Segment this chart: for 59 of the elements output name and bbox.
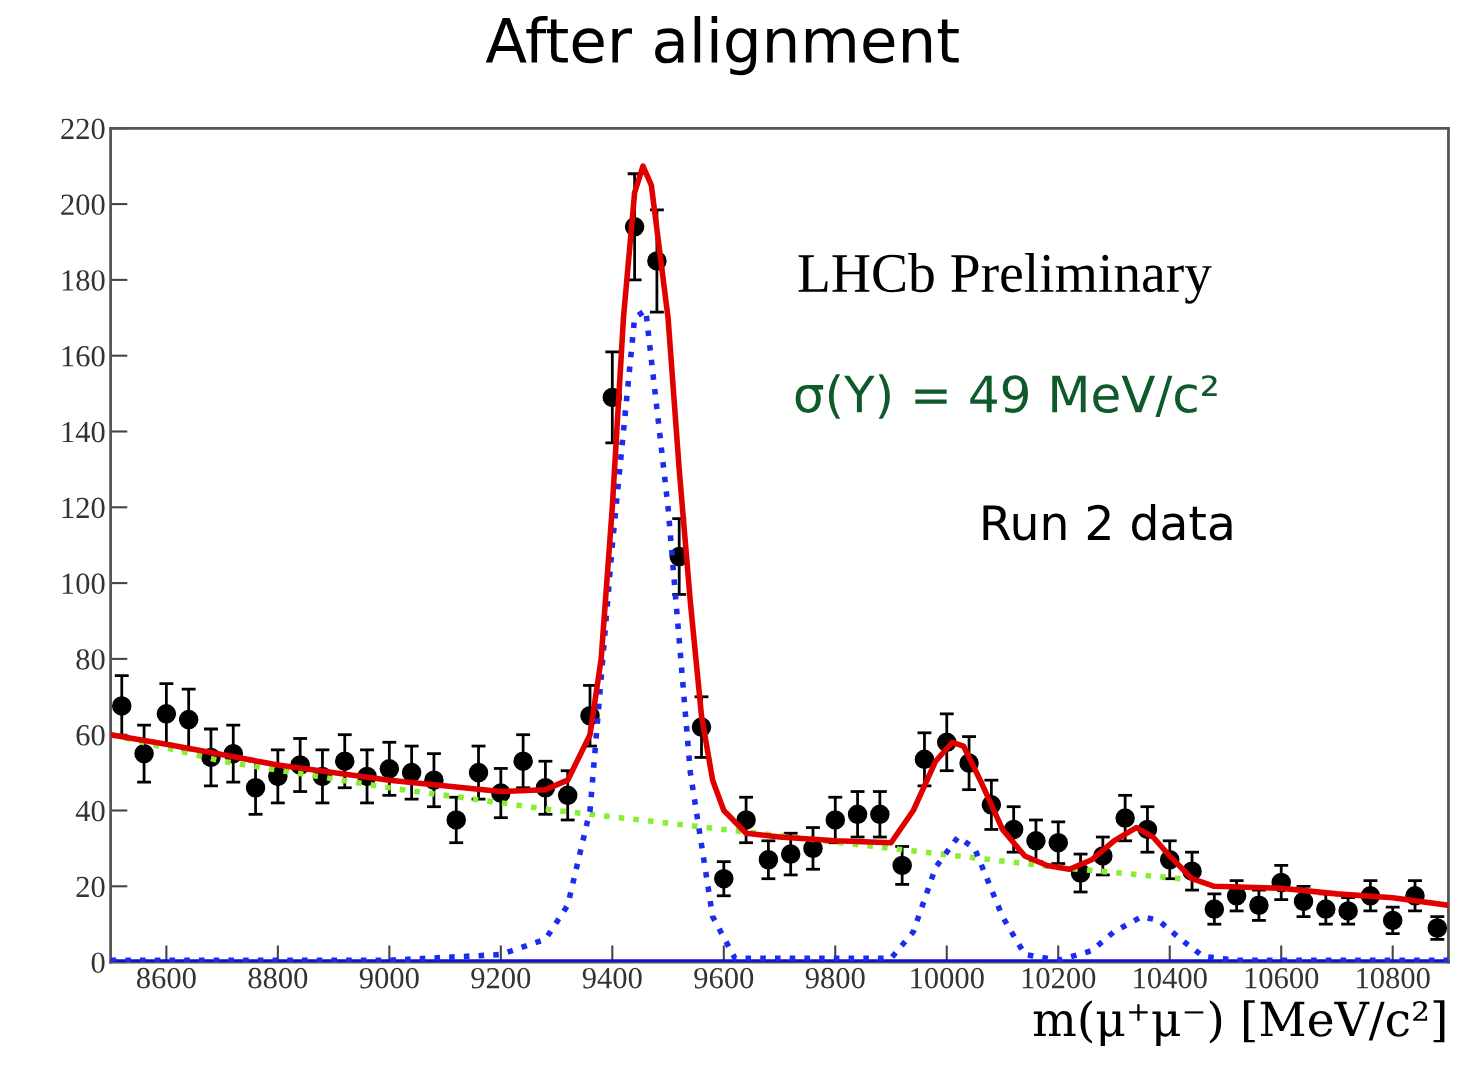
point bbox=[513, 751, 533, 771]
x-tick-label: 10200 bbox=[1022, 967, 1096, 989]
x-tick-label: 10000 bbox=[911, 967, 984, 989]
point bbox=[557, 785, 578, 806]
point bbox=[780, 844, 801, 864]
x-tick-label: 9200 bbox=[471, 967, 531, 989]
y-tick-label: 60 bbox=[76, 724, 105, 746]
point bbox=[1249, 895, 1269, 915]
point bbox=[379, 759, 400, 779]
x-tick-label: 8800 bbox=[248, 967, 308, 989]
x-tick-label: 8600 bbox=[136, 967, 196, 989]
point bbox=[134, 743, 154, 764]
x-tick-label: 10400 bbox=[1134, 967, 1207, 989]
point bbox=[1048, 832, 1069, 853]
x-axis-title: m(μ⁺μ⁻) [MeV/c²] bbox=[1033, 1000, 1445, 1046]
y-tick-label: 220 bbox=[61, 118, 105, 140]
point bbox=[334, 751, 355, 771]
y-tick-label: 80 bbox=[76, 649, 105, 670]
point bbox=[1026, 831, 1046, 851]
point bbox=[825, 810, 846, 830]
point bbox=[156, 704, 177, 724]
y-tick-label: 40 bbox=[75, 800, 105, 822]
chart-title: After alignment bbox=[485, 16, 959, 76]
x-tick-label: 10800 bbox=[1357, 967, 1430, 989]
point bbox=[847, 804, 868, 825]
y-tick-label: 180 bbox=[62, 270, 105, 291]
point bbox=[892, 855, 912, 876]
y-tick-label: 20 bbox=[76, 876, 105, 898]
point bbox=[446, 810, 466, 830]
x-tick-label: 9600 bbox=[694, 967, 754, 989]
point bbox=[714, 868, 734, 889]
y-tick-label: 160 bbox=[62, 345, 105, 367]
point bbox=[178, 709, 199, 730]
point bbox=[1115, 808, 1135, 828]
x-tick-label: 9000 bbox=[359, 967, 419, 989]
x-tick-label: 9400 bbox=[582, 967, 642, 989]
point bbox=[245, 778, 266, 798]
point bbox=[401, 762, 422, 783]
point bbox=[1204, 899, 1225, 919]
point bbox=[870, 804, 890, 825]
point bbox=[112, 696, 132, 716]
annotation: LHCb Preliminary bbox=[798, 253, 1212, 304]
point bbox=[736, 810, 756, 830]
point bbox=[1382, 910, 1403, 931]
point bbox=[1338, 901, 1358, 921]
y-tick-label: 0 bbox=[91, 952, 105, 973]
x-tick-label: 10600 bbox=[1245, 967, 1319, 989]
y-tick-label: 120 bbox=[62, 497, 105, 519]
x-tick-label: 9800 bbox=[805, 967, 865, 989]
annotation: Run 2 data bbox=[983, 503, 1232, 541]
point bbox=[468, 762, 489, 783]
point bbox=[1316, 899, 1336, 919]
y-tick-label: 140 bbox=[62, 421, 105, 443]
point bbox=[758, 850, 779, 870]
point bbox=[1293, 891, 1314, 912]
y-tick-label: 200 bbox=[61, 194, 105, 215]
annotation: σ(Y) = 49 MeV/c² bbox=[795, 374, 1217, 419]
y-tick-label: 100 bbox=[62, 573, 105, 594]
point bbox=[914, 749, 935, 770]
